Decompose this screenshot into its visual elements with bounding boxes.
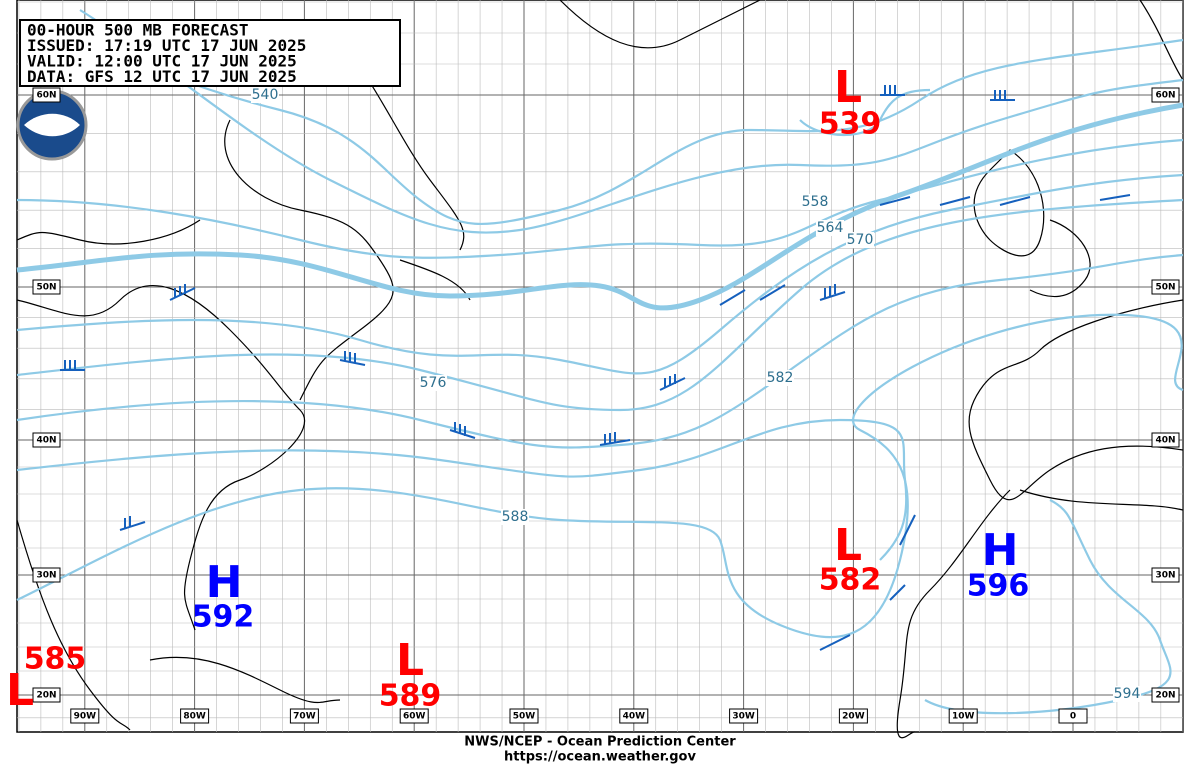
lat-label-box [1151,432,1180,448]
lon-label-box [729,708,759,724]
contour-label: 594 [1114,686,1141,702]
lon-label-box [509,708,539,724]
contour-label: 588 [502,509,529,525]
center-value: 585 [24,642,87,677]
contour-label-bg [766,370,794,386]
contour-label-bg [846,232,874,248]
lon-label: 90W [74,712,97,722]
lat-label: 30N [1155,571,1175,581]
lon-label: 40W [623,712,646,722]
lon-label: 30W [732,712,755,722]
lat-label: 60N [36,91,56,101]
lon-label: 50W [513,712,536,722]
header-line: ISSUED: 17:19 UTC 17 JUN 2025 [27,36,306,55]
header-line: 00-HOUR 500 MB FORECAST [27,21,249,40]
lat-label: 20N [36,691,56,701]
contour-label-bg [419,375,447,391]
lat-label-box [1151,87,1180,103]
lat-label: 40N [1155,436,1175,446]
lon-label: 10W [952,712,975,722]
center-value: 592 [192,600,255,635]
contour-label: 576 [420,375,447,391]
lat-label-box [1151,567,1180,583]
contour-label-bg [1113,686,1141,702]
wind-barbs [60,85,1131,651]
contour-label-bg [816,220,844,236]
contour-label-bg [251,87,279,103]
lat-label: 30N [36,571,56,581]
lon-label-box [399,708,429,724]
center-value: 582 [819,563,882,598]
lat-label-box [32,687,61,703]
lat-label-box [32,279,61,295]
center-symbol: L [834,520,862,571]
center-symbol: L [834,62,862,113]
center-symbol: H [206,557,243,608]
center-value: 539 [819,107,882,142]
contour-label: 564 [817,220,844,236]
center-value: 589 [379,679,442,714]
contour-label: 540 [252,87,279,103]
lon-label-box [1058,708,1088,724]
header-box [19,19,401,87]
lon-label: 20W [842,712,865,722]
contour-label-bg [501,509,529,525]
lon-label: 60W [403,712,426,722]
center-symbol: L [396,635,424,686]
coastlines [16,0,1184,739]
lon-label-box [948,708,978,724]
lon-label-box [289,708,319,724]
lon-label: 0 [1070,712,1076,722]
lat-label-box [32,567,61,583]
lat-label: 40N [36,436,56,446]
lat-label: 50N [1155,283,1175,293]
height-contours [16,9,1184,715]
contour-label: 570 [847,232,874,248]
contour-label: 582 [767,370,794,386]
lat-label: 20N [1155,691,1175,701]
lat-label-box [1151,687,1180,703]
lon-label: 80W [183,712,206,722]
noaa-logo-bird [24,113,80,137]
lat-label-box [32,87,61,103]
lon-label-box [838,708,868,724]
lon-label: 70W [293,712,316,722]
contour-label: 558 [802,194,829,210]
header-line: VALID: 12:00 UTC 17 JUN 2025 [27,52,297,71]
lon-label-box [180,708,210,724]
lat-label: 60N [1155,91,1175,101]
lat-label-box [32,432,61,448]
contour-label-bg [801,194,829,210]
header-line: DATA: GFS 12 UTC 17 JUN 2025 [27,67,297,86]
lat-label-box [1151,279,1180,295]
center-value: 596 [967,569,1030,604]
map-frame [16,0,1184,733]
footer-line: NWS/NCEP - Ocean Prediction Center [464,735,736,750]
lat-label: 50N [36,283,56,293]
lon-label-box [70,708,100,724]
center-symbol: L [6,665,34,716]
footer-line: https://ocean.weather.gov [504,750,696,765]
center-symbol: H [982,525,1019,576]
lon-label-box [619,708,649,724]
